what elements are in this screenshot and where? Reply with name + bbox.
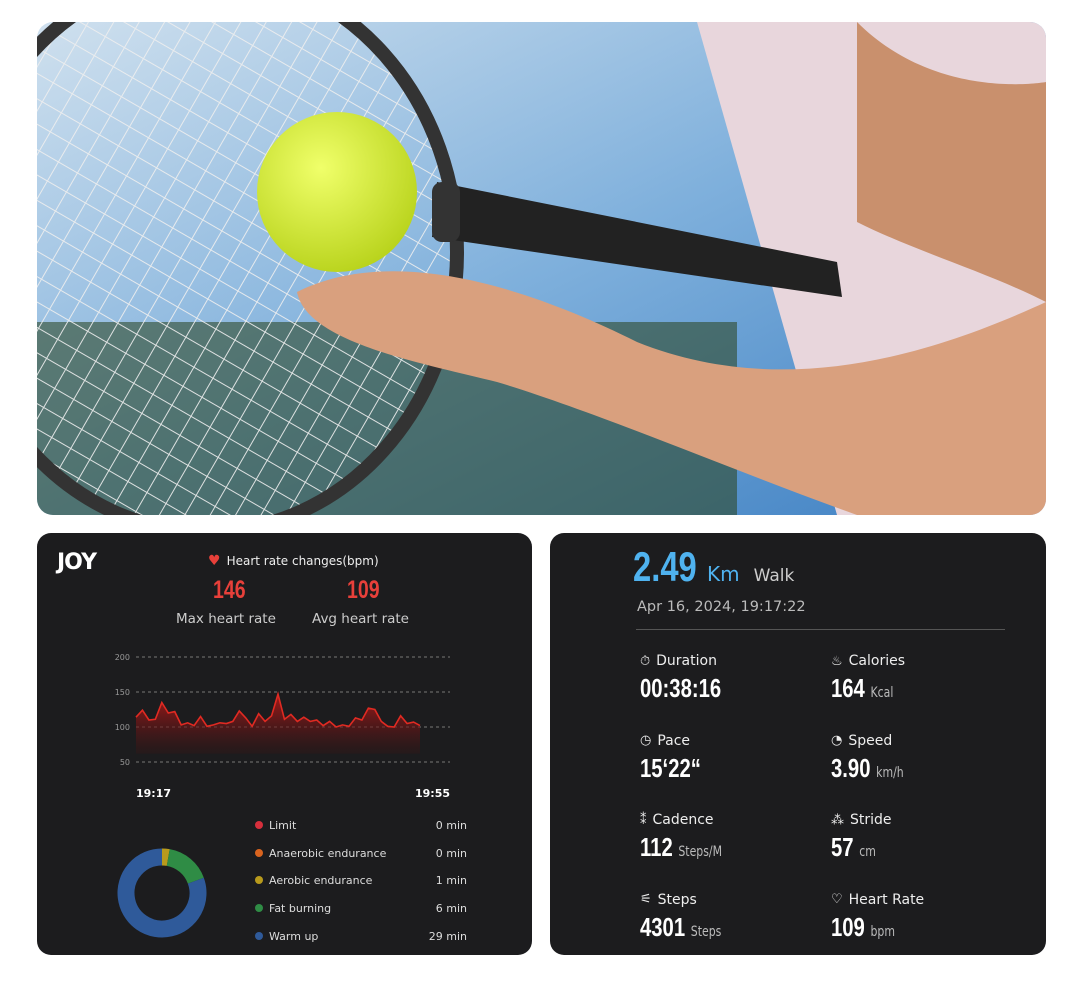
avg-heart-rate-value: 109 <box>347 576 380 604</box>
stat-value: 164 <box>831 673 865 703</box>
stat-unit: Steps <box>690 923 722 940</box>
activity-summary-panel: 2.49 Km Walk Apr 16, 2024, 19:17:22 ⏱ Dur… <box>550 533 1046 955</box>
legend-item: Warm up 29 min <box>255 930 467 943</box>
stat-value: 4301 <box>640 911 686 942</box>
flame-icon: ♨ <box>831 653 843 669</box>
zone-duration: 29 min <box>428 929 467 943</box>
heart-icon: ♡ <box>831 892 843 907</box>
stat-heart-rate: ♡ Heart Rate 109 bpm <box>831 892 924 943</box>
stat-value: 109 <box>831 911 865 942</box>
activity-type: Walk <box>753 566 795 586</box>
stat-label: Speed <box>848 732 893 749</box>
stat-unit: km/h <box>876 764 904 781</box>
zone-name: Limit <box>269 819 297 832</box>
stat-unit: Kcal <box>870 685 894 701</box>
zone-duration: 0 min <box>435 846 467 860</box>
y-tick-label: 100 <box>115 723 130 732</box>
legend-item: Limit 0 min <box>255 819 467 832</box>
heart-rate-area <box>136 694 420 754</box>
max-heart-rate-label: Max heart rate <box>176 611 276 627</box>
timer-icon: ◷ <box>640 733 652 748</box>
donut-slice <box>117 848 207 938</box>
stat-unit: Steps/M <box>678 844 723 860</box>
stat-calories: ♨ Calories 164 Kcal <box>831 653 911 704</box>
hero-photo <box>37 22 1046 515</box>
legend-label: Anaerobic endurance <box>255 847 386 860</box>
stat-duration: ⏱ Duration 00:38:16 <box>640 653 744 704</box>
footprint-icon: ⁂ <box>831 812 844 828</box>
legend-item: Fat burning 6 min <box>255 902 467 915</box>
legend-dot-icon <box>255 848 263 857</box>
y-tick-label: 150 <box>115 688 130 697</box>
legend-dot-icon <box>255 931 263 940</box>
zone-name: Anaerobic endurance <box>269 846 387 860</box>
joy-logo: JOY <box>57 550 97 575</box>
stopwatch-icon: ⏱ <box>640 653 651 669</box>
stat-unit: bpm <box>870 923 895 940</box>
stat-label: Pace <box>657 732 691 749</box>
chart-title-text: Heart rate changes(bpm) <box>226 554 379 568</box>
chart-title: ♥ Heart rate changes(bpm) <box>208 553 379 569</box>
zone-duration: 1 min <box>435 874 467 888</box>
footprints-icon: ⁑ <box>640 812 647 828</box>
legend-label: Warm up <box>255 930 318 943</box>
zone-duration: 0 min <box>435 819 467 832</box>
x-tick-end: 19:55 <box>415 787 450 800</box>
legend-label: Limit <box>255 819 296 832</box>
stat-value: 3.90 <box>831 752 871 783</box>
stat-speed: ◔ Speed 3.90 km/h <box>831 733 924 784</box>
heart-rate-panel: JOY ♥ Heart rate changes(bpm) 146 109 Ma… <box>37 533 532 955</box>
shoe-icon: ⚟ <box>640 892 652 907</box>
stat-label: Stride <box>850 812 892 828</box>
legend-dot-icon <box>255 821 263 829</box>
y-tick-label: 50 <box>120 758 130 767</box>
max-heart-rate-value: 146 <box>213 576 246 604</box>
heart-icon: ♥ <box>208 553 221 569</box>
legend-label: Aerobic endurance <box>255 874 372 887</box>
x-tick-start: 19:17 <box>136 787 171 800</box>
stat-cadence: ⁑ Cadence 112 Steps/M <box>640 812 745 863</box>
stat-label: Steps <box>657 891 697 908</box>
y-tick-label: 200 <box>115 653 130 662</box>
legend-item: Anaerobic endurance 0 min <box>255 847 467 860</box>
donut-slice <box>166 849 204 885</box>
stat-label: Calories <box>848 653 906 669</box>
distance-value: 2.49 <box>633 543 697 590</box>
stat-label: Heart Rate <box>848 891 925 908</box>
legend-item: Aerobic endurance 1 min <box>255 874 467 887</box>
stat-stride: ⁂ Stride 57 cm <box>831 812 892 863</box>
zone-name: Aerobic endurance <box>269 874 373 888</box>
stat-label: Cadence <box>652 812 714 828</box>
stat-steps: ⚟ Steps 4301 Steps <box>640 892 744 943</box>
donut-slice <box>161 848 170 866</box>
legend-label: Fat burning <box>255 902 331 915</box>
stat-pace: ◷ Pace 15‘22“ <box>640 733 718 784</box>
distance-unit: Km <box>707 562 740 586</box>
heart-zone-donut <box>117 848 207 938</box>
avg-heart-rate-label: Avg heart rate <box>312 611 409 627</box>
stat-unit: cm <box>859 844 876 860</box>
stat-value: 00:38:16 <box>640 673 722 703</box>
activity-datetime: Apr 16, 2024, 19:17:22 <box>637 599 806 615</box>
stat-label: Duration <box>656 653 717 669</box>
legend-dot-icon <box>255 904 263 913</box>
stat-value: 112 <box>640 832 673 862</box>
legend-dot-icon <box>255 876 263 885</box>
divider <box>636 629 1005 630</box>
zone-name: Fat burning <box>269 902 332 916</box>
stat-value: 15‘22“ <box>640 752 701 783</box>
zone-name: Warm up <box>269 929 319 943</box>
heart-rate-chart: 200 150 100 50 19:17 19:55 <box>115 653 450 800</box>
speedometer-icon: ◔ <box>831 733 843 748</box>
stat-value: 57 <box>831 832 854 862</box>
distance-header: 2.49 Km Walk <box>633 543 794 591</box>
zone-duration: 6 min <box>435 902 467 916</box>
